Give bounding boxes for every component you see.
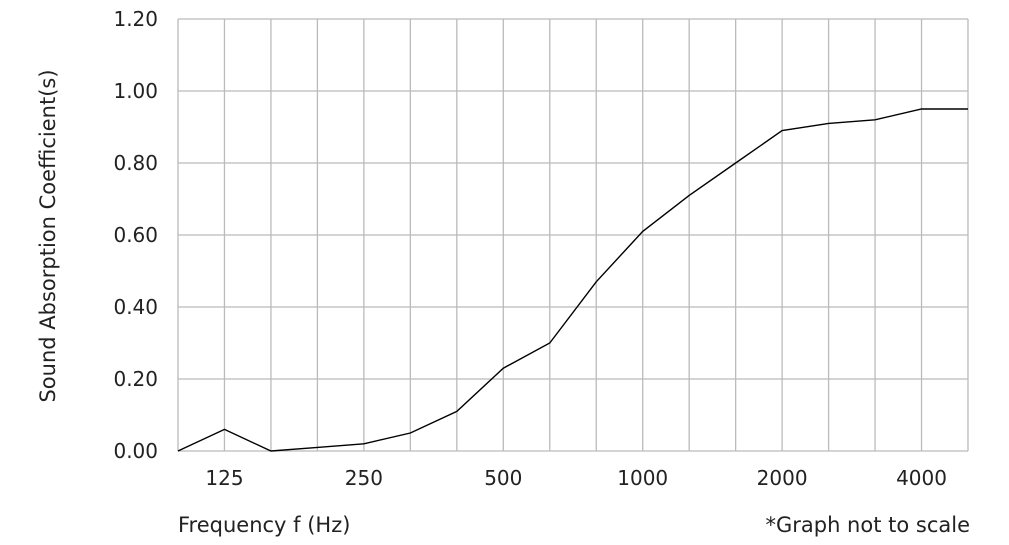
y-tick-label: 0.60 [113,223,158,247]
y-tick-label: 0.00 [113,439,158,463]
x-tick-label: 4000 [896,466,947,490]
y-tick-label: 0.80 [113,151,158,175]
y-tick-label: 0.40 [113,295,158,319]
grid [177,18,969,452]
x-tick-labels: 125 250 500 1000 2000 4000 [205,466,947,490]
y-axis-label: Sound Absorption Coefficient(s) [36,69,60,402]
y-tick-label: 1.00 [113,79,158,103]
y-tick-label: 1.20 [113,7,158,31]
x-tick-label: 2000 [757,466,808,490]
x-axis-label: Frequency f (Hz) [178,513,350,537]
x-tick-label: 500 [484,466,522,490]
x-tick-label: 250 [345,466,383,490]
scale-note: *Graph not to scale [765,513,970,537]
x-tick-label: 1000 [617,466,668,490]
y-tick-labels: 0.00 0.20 0.40 0.60 0.80 1.00 1.20 [113,7,158,463]
series-line [177,108,968,452]
y-tick-label: 0.20 [113,367,158,391]
x-tick-label: 125 [205,466,243,490]
